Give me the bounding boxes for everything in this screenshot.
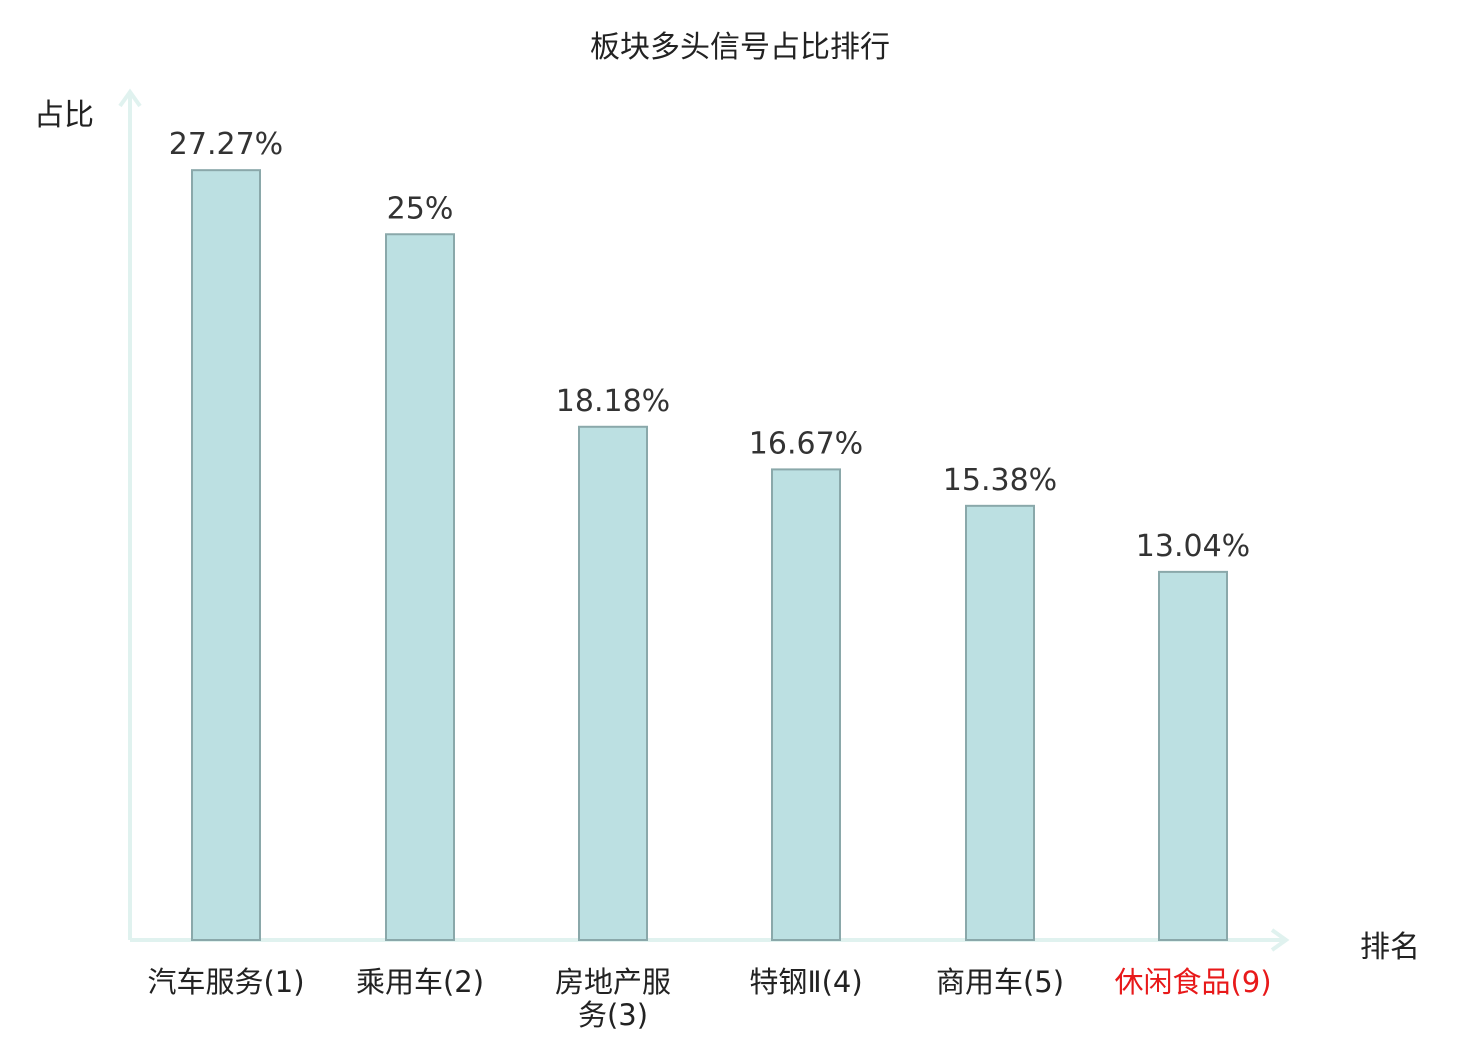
bar-2: [385, 233, 455, 941]
category-label-5: 商用车(5): [935, 965, 1065, 999]
x-axis-arrow: [1270, 928, 1290, 952]
bar-4: [771, 468, 841, 941]
chart-title: 板块多头信号占比排行: [590, 30, 890, 65]
value-label-5: 15.38%: [943, 463, 1057, 498]
value-labels: 27.27% 25% 18.18% 16.67% 15.38% 13.04%: [169, 127, 1250, 564]
category-label-6: 休闲食品(9): [1114, 965, 1272, 999]
bars: [191, 169, 1228, 941]
axes: [118, 88, 1290, 952]
value-label-4: 16.67%: [749, 426, 863, 461]
value-label-1: 27.27%: [169, 127, 283, 162]
y-axis-label: 占比: [34, 98, 94, 133]
category-label-2: 乘用车(2): [355, 965, 485, 999]
value-label-6: 13.04%: [1136, 529, 1250, 564]
y-axis-arrow: [118, 88, 142, 108]
value-label-2: 25%: [387, 191, 454, 226]
bar-5: [965, 504, 1035, 941]
category-label-3: 房地产服务(3): [554, 965, 671, 1032]
category-label-4: 特钢Ⅱ(4): [749, 965, 863, 999]
x-axis-label: 排名: [1360, 930, 1420, 965]
bar-3: [578, 425, 648, 941]
category-label-1: 汽车服务(1): [147, 965, 305, 999]
bar-6: [1158, 570, 1228, 941]
value-label-3: 18.18%: [556, 384, 670, 419]
bar-1: [191, 169, 261, 941]
